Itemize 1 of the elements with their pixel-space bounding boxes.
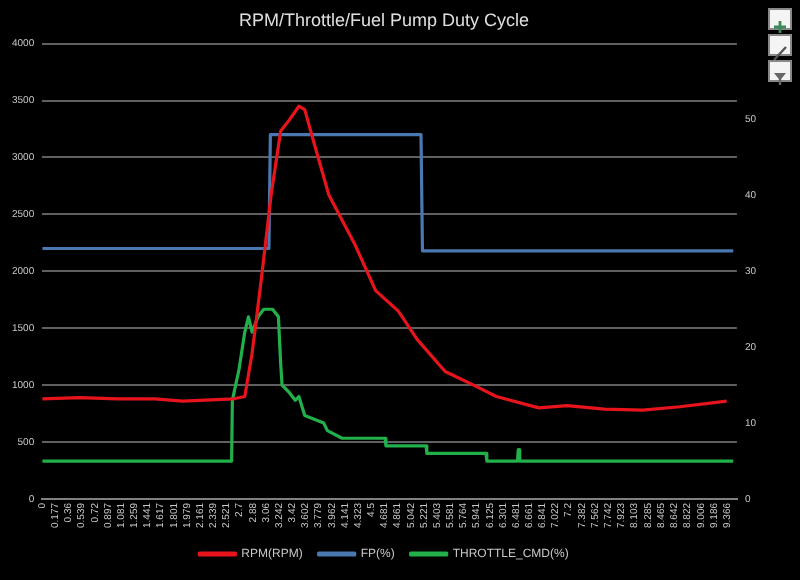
chart-title: RPM/Throttle/Fuel Pump Duty Cycle — [238, 9, 530, 30]
